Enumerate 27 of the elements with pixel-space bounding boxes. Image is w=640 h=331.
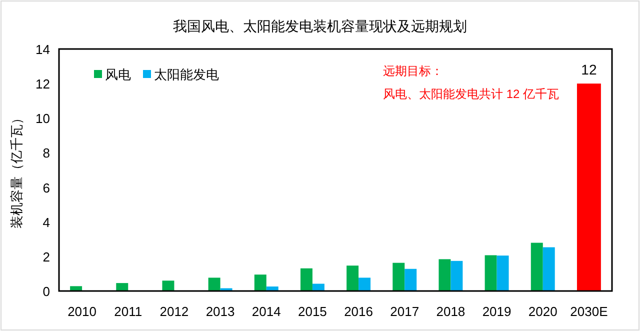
legend-label: 风电 [105, 67, 131, 82]
x-tick-label: 2019 [482, 304, 512, 319]
annotation: 远期目标： [383, 64, 443, 78]
y-tick-label: 0 [42, 284, 50, 299]
y-tick-label: 6 [42, 180, 50, 196]
x-tick-label: 2020 [528, 304, 558, 319]
y-axis-title: 装机容量（亿千瓦） [9, 112, 24, 228]
x-tick-label: 2013 [206, 304, 235, 319]
x-tick-label: 2010 [68, 304, 97, 319]
y-tick-label: 2 [42, 249, 50, 264]
y-tick-label: 10 [36, 111, 50, 126]
x-tick-label: 2017 [390, 304, 420, 319]
x-tick-label: 2030E [570, 304, 608, 319]
chart-title: 我国风电、太阳能发电装机容量现状及远期规划 [173, 18, 467, 34]
x-tick-label: 2011 [114, 304, 142, 319]
y-tick-label: 8 [42, 146, 50, 161]
legend-label: 太阳能发电 [154, 67, 219, 82]
data-label: 12 [581, 62, 597, 78]
x-tick-label: 2012 [160, 304, 189, 319]
annotation: 风电、太阳能发电共计 12 亿千瓦 [383, 87, 560, 101]
y-tick-label: 14 [36, 42, 50, 57]
x-tick-label: 2018 [436, 304, 466, 319]
x-tick-label: 2016 [344, 304, 374, 319]
x-tick-label: 2015 [298, 304, 327, 319]
y-tick-label: 4 [42, 214, 50, 230]
y-tick-label: 12 [36, 76, 50, 92]
x-tick-label: 2014 [252, 304, 281, 319]
